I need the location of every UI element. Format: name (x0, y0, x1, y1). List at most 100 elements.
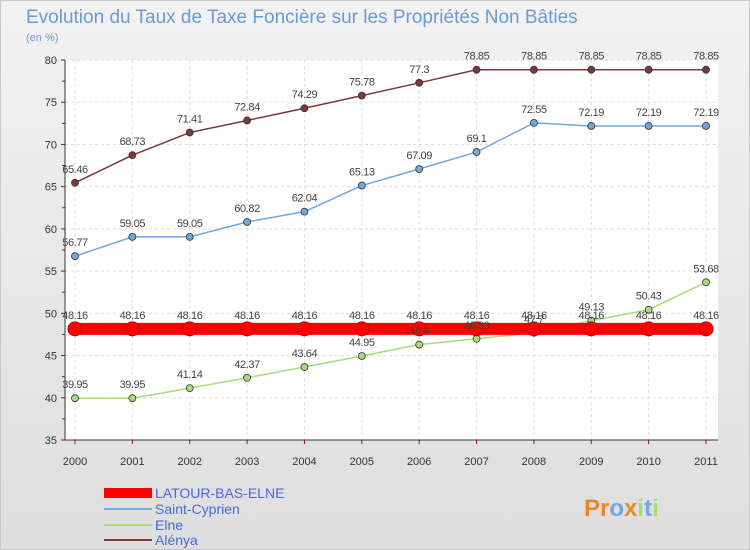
series-point-1 (300, 207, 309, 216)
series-point-3 (185, 128, 194, 137)
series-point-1 (472, 148, 481, 156)
y-tick-label: 60 (45, 224, 57, 236)
data-label: 48.16 (406, 310, 432, 322)
data-label: 78.85 (521, 51, 547, 63)
y-tick-label: 35 (45, 435, 57, 447)
series-point-2 (415, 340, 424, 349)
y-tick-label: 50 (45, 308, 57, 320)
series-point-3 (702, 65, 710, 74)
x-tick-label: 2003 (235, 456, 259, 468)
series-point-2 (243, 373, 251, 382)
data-label: 48.16 (120, 310, 146, 322)
data-label: 78.85 (464, 51, 490, 63)
series-point-1 (357, 181, 366, 190)
logo-letter: r (600, 495, 609, 522)
data-label: 77.3 (409, 64, 429, 76)
series-point-latour (296, 321, 312, 337)
y-tick-label: 45 (45, 351, 57, 363)
y-tick-label: 80 (45, 55, 57, 67)
x-tick-label: 2008 (522, 456, 546, 468)
data-label: 48.16 (292, 310, 318, 322)
series-line-2 (74, 281, 707, 399)
data-label: 39.95 (120, 379, 146, 391)
series-point-3 (71, 178, 79, 187)
data-label: 72.19 (579, 107, 605, 119)
series-point-2 (300, 363, 309, 371)
x-tick-label: 2006 (407, 456, 431, 468)
data-label: 48.16 (693, 310, 719, 322)
data-label: 78.85 (579, 51, 605, 63)
series-point-latour (526, 321, 542, 337)
series-point-1 (243, 218, 251, 226)
y-tick-label: 55 (45, 266, 57, 278)
x-tick-label: 2010 (636, 456, 660, 468)
series-line-3 (74, 68, 707, 184)
data-label: 39.95 (62, 379, 88, 391)
x-tick-label: 2005 (350, 456, 374, 468)
data-label: 60.82 (234, 203, 260, 215)
x-tick-label: 2001 (120, 456, 144, 468)
x-tick-label: 2011 (694, 456, 718, 468)
series-layer (67, 65, 714, 403)
data-label: 75.78 (349, 77, 375, 89)
logo-letter: i (652, 495, 659, 522)
series-point-3 (128, 151, 137, 160)
data-label: 56.77 (62, 237, 88, 249)
x-tick-label: 2004 (292, 456, 316, 468)
series-point-2 (357, 352, 366, 360)
data-label: 71.41 (177, 114, 203, 126)
data-label: 43.64 (292, 348, 318, 360)
series-point-latour (698, 321, 714, 337)
series-point-3 (644, 65, 653, 74)
x-tick-label: 2000 (63, 456, 87, 468)
series-point-3 (415, 78, 424, 87)
series-point-1 (185, 233, 194, 241)
data-label: 48.16 (579, 310, 605, 322)
x-tick-label: 2002 (177, 456, 201, 468)
data-label: 47.7 (524, 314, 544, 326)
chart-title: Evolution du Taux de Taxe Foncière sur l… (26, 7, 578, 28)
x-tick-label: 2009 (579, 456, 603, 468)
series-point-1 (587, 122, 596, 130)
logo-letter: P (584, 495, 600, 522)
logo-letter: i (637, 495, 644, 522)
data-label: 48.16 (234, 310, 260, 322)
series-point-1 (530, 119, 538, 127)
data-label: 48.16 (177, 310, 203, 322)
legend-label: Elne (155, 517, 183, 533)
series-point-3 (300, 104, 309, 113)
data-label: 62.04 (292, 193, 318, 205)
series-point-3 (357, 91, 366, 100)
data-label: 65.13 (349, 167, 375, 179)
data-label-layer: 48.16 48.16 48.16 48.16 48.16 48.16 48.16 48.16… (62, 51, 719, 391)
series-point-1 (71, 252, 79, 261)
logo-letter: x (624, 495, 638, 522)
data-label: 42.37 (234, 359, 260, 371)
legend-label: Alénya (155, 532, 198, 548)
data-label: 72.55 (521, 104, 547, 116)
series-point-1 (644, 122, 653, 130)
data-label: 50.43 (636, 291, 662, 303)
legend-label: LATOUR-BAS-ELNE (155, 485, 284, 501)
series-point-2 (128, 394, 137, 403)
series-point-latour (124, 321, 140, 337)
y-tick-label: 70 (45, 139, 57, 151)
data-label: 69.1 (467, 133, 487, 145)
x-tick-label: 2007 (464, 456, 488, 468)
axis-layer: 35 40 45 50 55 60 65 70 75 80 2000 2001 2002 2003 2004… (45, 55, 718, 468)
data-label: 72.19 (636, 107, 662, 119)
data-label: 74.29 (292, 89, 318, 101)
data-label: 49.13 (579, 302, 605, 314)
data-label: 53.68 (693, 263, 719, 275)
series-point-3 (472, 65, 481, 74)
data-label: 78.85 (693, 51, 719, 63)
series-point-2 (702, 278, 710, 287)
logo-letter: o (609, 495, 624, 522)
data-label: 48.16 (62, 310, 88, 322)
grid-layer (65, 59, 718, 441)
series-point-latour (469, 321, 485, 337)
series-point-3 (243, 116, 251, 125)
series-point-1 (415, 165, 424, 173)
